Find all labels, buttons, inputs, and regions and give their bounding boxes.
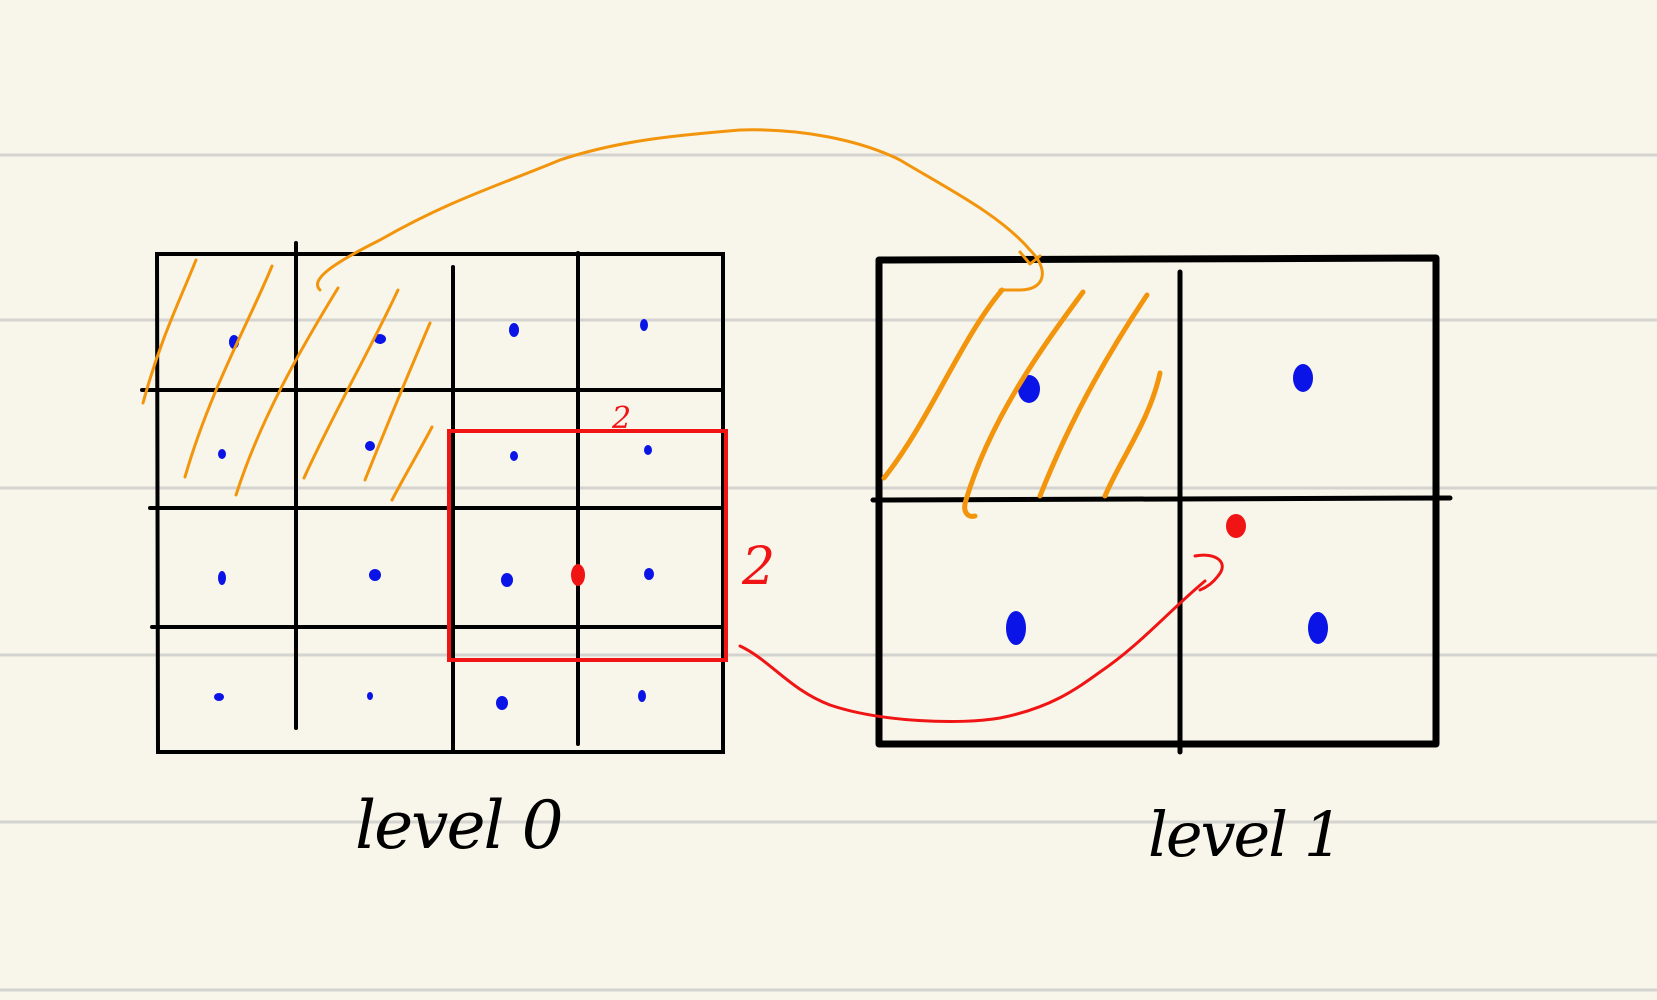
cell-center-dot (501, 573, 513, 587)
cell-center-dot (365, 441, 375, 451)
cell-center-dot (638, 690, 646, 702)
hatch-stroke (302, 288, 400, 480)
level-1-sample-point (1226, 514, 1246, 538)
level-1-centers (1006, 364, 1328, 645)
hatch-stroke (183, 264, 274, 479)
arrowhead (1018, 250, 1042, 266)
level-0-outer-frame (154, 252, 725, 754)
level-1-label: level 1 (1148, 798, 1341, 871)
cell-center-dot (1006, 611, 1026, 645)
level-0-grid (140, 241, 725, 754)
cell-center-dot (1308, 612, 1328, 644)
sampling-arrow (738, 553, 1224, 723)
level-0-label: level 0 (355, 787, 562, 864)
arrowhead (1193, 553, 1224, 592)
window-width-label: 2 (611, 401, 631, 436)
level-0-centers (214, 319, 654, 710)
level-1-grid (870, 254, 1453, 755)
arrow-curve (738, 579, 1207, 723)
cell-center-dot (369, 569, 381, 581)
cell-center-dot (644, 445, 652, 455)
cell-center-dot (218, 571, 226, 585)
cell-center-dot (367, 692, 373, 700)
hatch-stroke (390, 425, 434, 502)
sampling-window (447, 429, 728, 662)
cell-center-dot (509, 323, 519, 337)
window-rect (447, 429, 728, 662)
cell-center-dot (218, 449, 226, 459)
hatch-stroke (1037, 292, 1150, 499)
cell-center-dot (496, 696, 508, 710)
sample-point (571, 564, 585, 586)
hatch-stroke (141, 258, 198, 405)
level-1-hatching (881, 287, 1163, 519)
window-height-label: 2 (741, 537, 775, 597)
hatch-stroke (363, 321, 432, 482)
cell-center-dot (374, 334, 386, 344)
level-1-row-line (870, 495, 1453, 503)
hatch-stroke (1102, 370, 1163, 499)
ruled-lines (0, 153, 1657, 992)
arrow-curve (316, 128, 1044, 292)
hatch-stroke (234, 286, 340, 497)
hatch-stroke (881, 287, 1005, 481)
cell-center-dot (644, 568, 654, 580)
hatch-stroke (962, 289, 1086, 519)
cell-center-dot (640, 319, 648, 331)
cell-center-dot (510, 451, 518, 461)
level-0-hatching (141, 258, 434, 502)
downsample-arrow (316, 128, 1044, 292)
cell-center-dot (1293, 364, 1313, 392)
cell-center-dot (214, 693, 224, 701)
level-1-outer-frame (875, 254, 1440, 748)
